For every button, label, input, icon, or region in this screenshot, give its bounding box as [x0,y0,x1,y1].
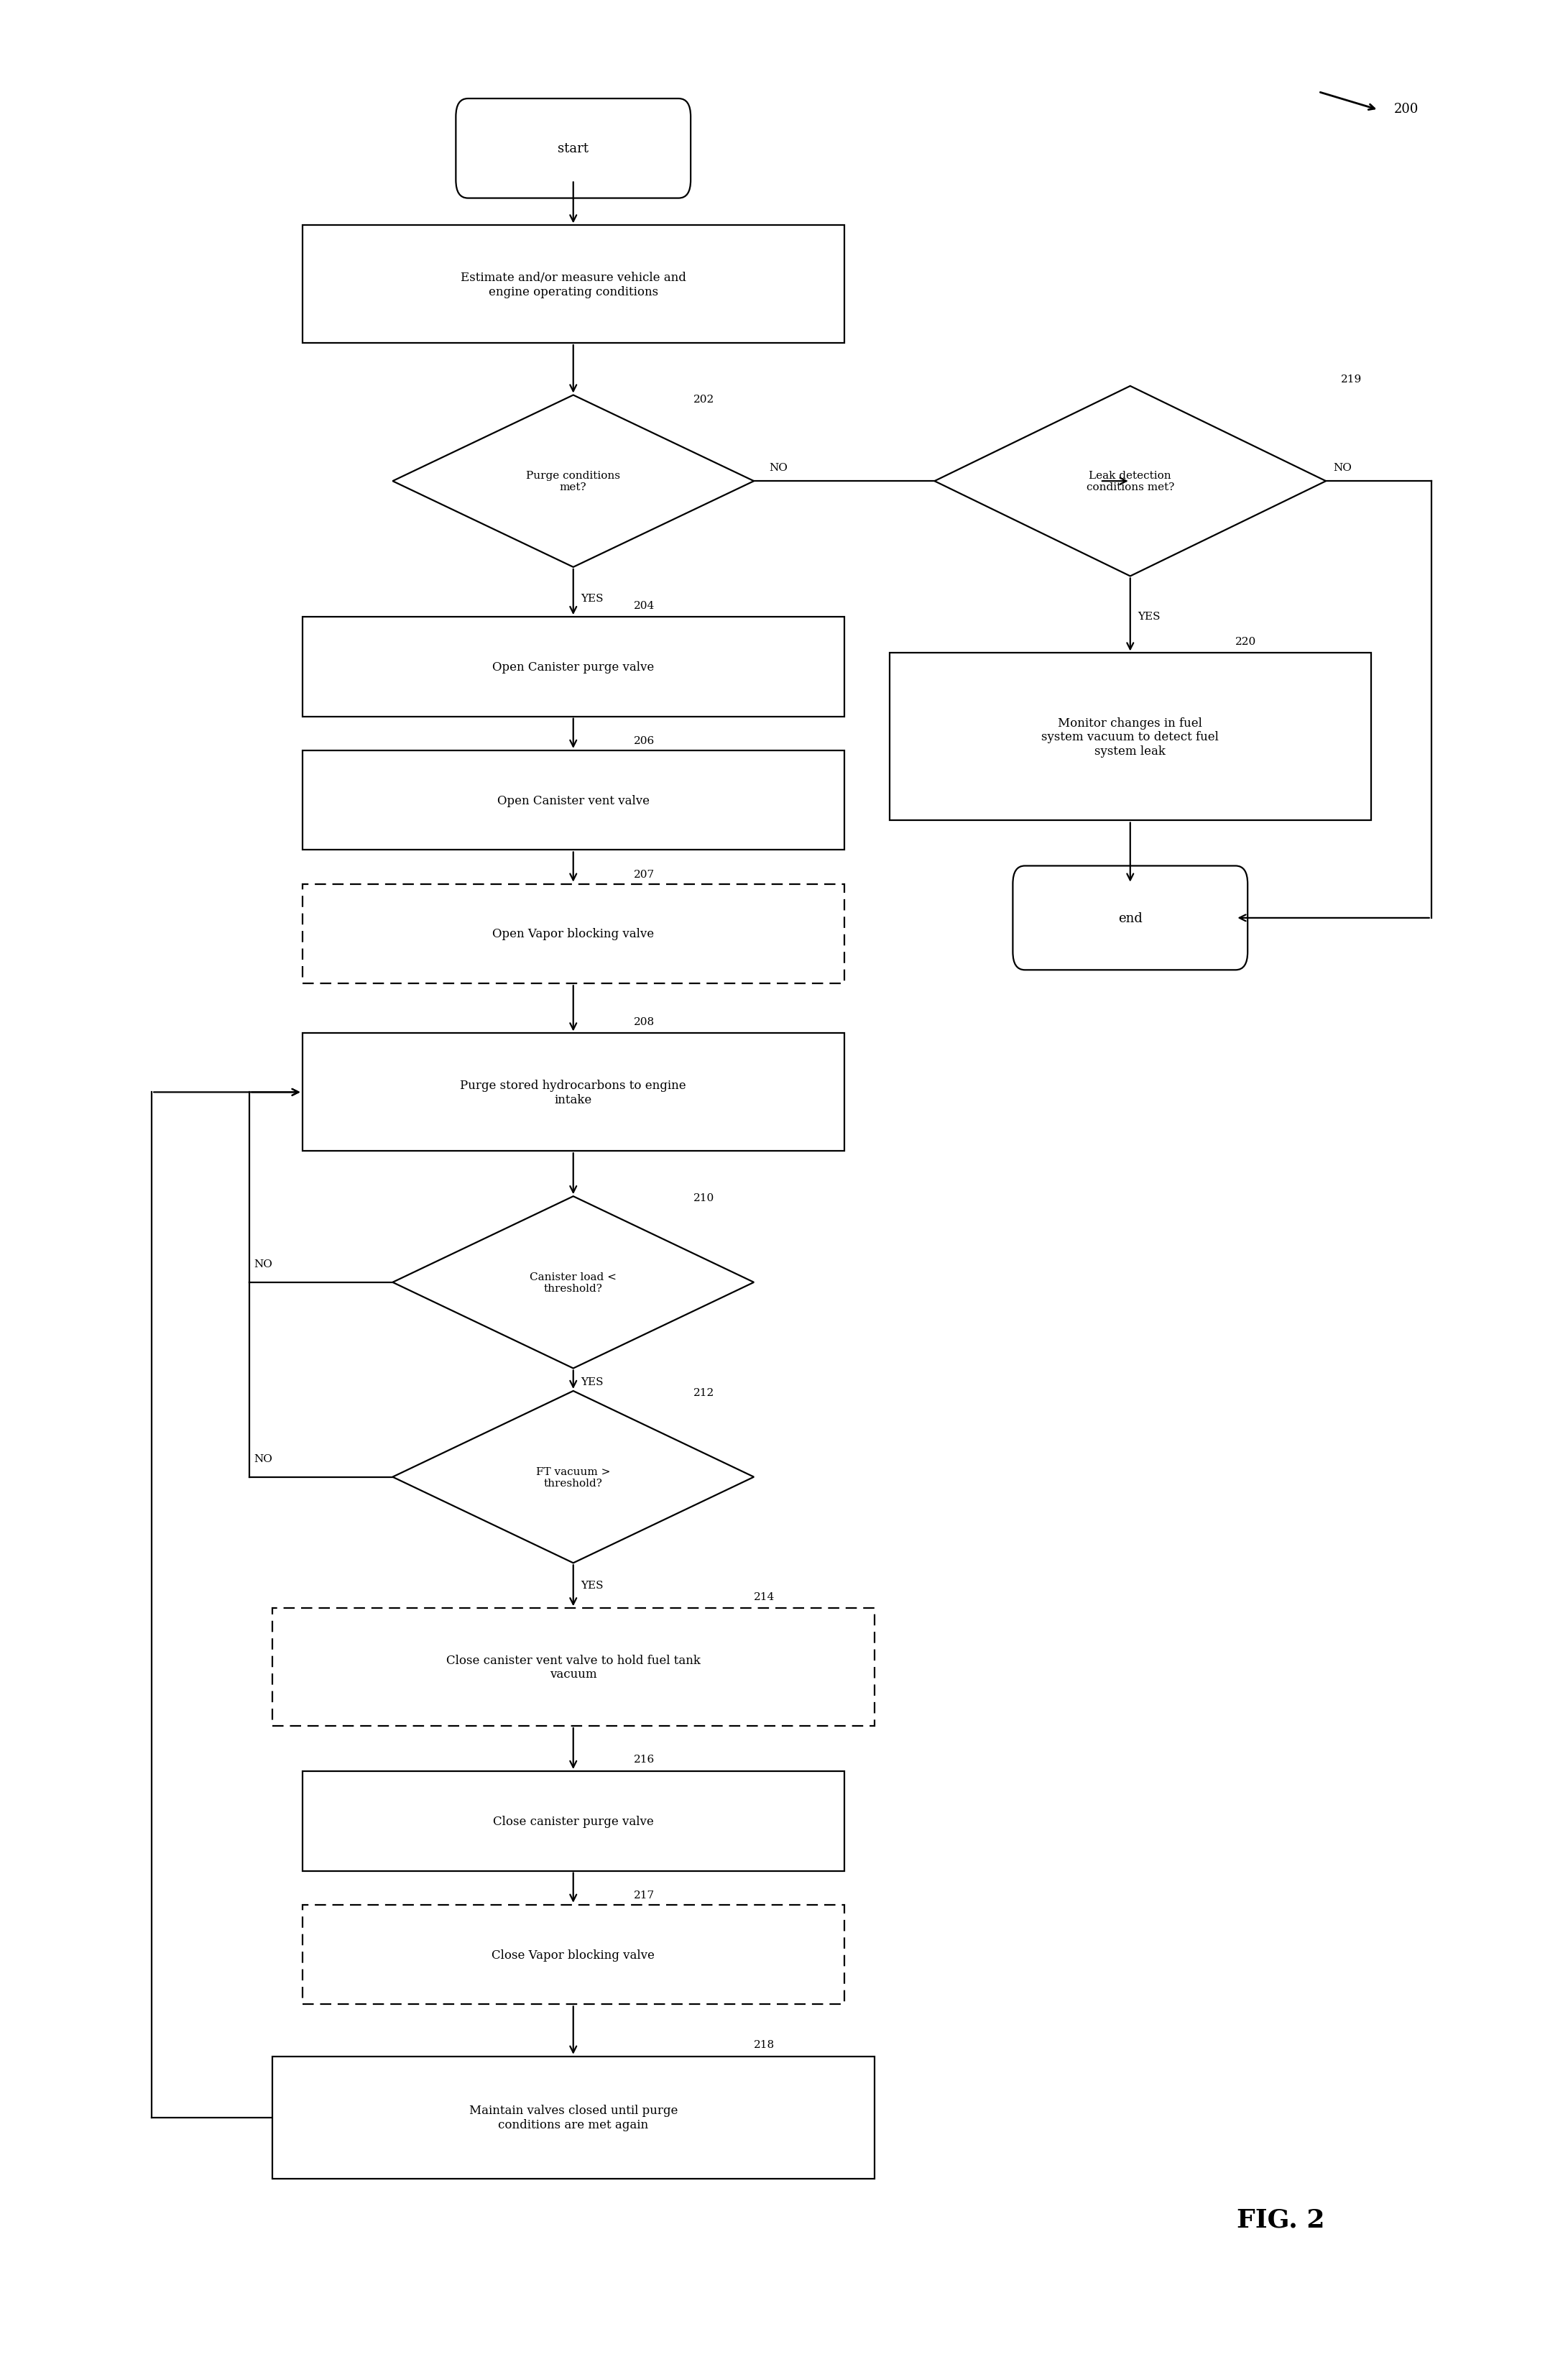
Bar [303,752,844,851]
Text: NO: NO [1333,462,1352,471]
Text: NO: NO [254,1259,273,1268]
Bar [273,2055,875,2178]
Text: YES: YES [1138,613,1160,622]
Text: 210: 210 [693,1193,715,1204]
Text: 204: 204 [633,601,654,610]
FancyBboxPatch shape [1013,867,1248,971]
Text: Purge stored hydrocarbons to engine
intake: Purge stored hydrocarbons to engine inta… [461,1080,687,1105]
Text: Canister load <
threshold?: Canister load < threshold? [530,1273,616,1294]
Text: 207: 207 [633,870,654,879]
Polygon shape [392,1197,754,1369]
Text: Close Vapor blocking valve: Close Vapor blocking valve [492,1949,655,1961]
Text: Open Vapor blocking valve: Open Vapor blocking valve [492,929,654,940]
Text: 219: 219 [1341,375,1363,384]
Text: NO: NO [254,1454,273,1464]
Text: Close canister vent valve to hold fuel tank
vacuum: Close canister vent valve to hold fuel t… [447,1655,701,1681]
Text: 220: 220 [1236,636,1256,646]
Text: Monitor changes in fuel
system vacuum to detect fuel
system leak: Monitor changes in fuel system vacuum to… [1041,717,1218,757]
Polygon shape [935,387,1327,577]
Bar [303,1772,844,1871]
Text: 212: 212 [693,1388,715,1398]
Text: Maintain valves closed until purge
conditions are met again: Maintain valves closed until purge condi… [469,2105,677,2131]
Polygon shape [392,1391,754,1563]
Text: 214: 214 [754,1591,775,1600]
Text: Open Canister purge valve: Open Canister purge valve [492,660,654,674]
Bar [303,884,844,983]
Text: FIG. 2: FIG. 2 [1237,2206,1325,2232]
Text: Leak detection
conditions met?: Leak detection conditions met? [1087,471,1174,493]
Text: NO: NO [768,462,787,471]
Text: 217: 217 [633,1890,654,1900]
Text: YES: YES [580,1376,604,1386]
Text: YES: YES [580,594,604,603]
Bar [303,226,844,344]
Bar [303,1904,844,2003]
Text: Estimate and/or measure vehicle and
engine operating conditions: Estimate and/or measure vehicle and engi… [461,271,687,297]
Text: start: start [558,141,588,156]
Bar [889,653,1370,820]
Text: end: end [1118,912,1143,924]
Text: 206: 206 [633,735,654,747]
Text: 202: 202 [693,394,715,405]
Text: 218: 218 [754,2039,775,2051]
Bar [303,1035,844,1150]
Bar [273,1607,875,1725]
Text: YES: YES [580,1579,604,1591]
Text: 200: 200 [1394,104,1419,115]
FancyBboxPatch shape [456,99,690,198]
Text: 216: 216 [633,1754,654,1765]
Text: Open Canister vent valve: Open Canister vent valve [497,794,649,806]
Polygon shape [392,396,754,568]
Text: Close canister purge valve: Close canister purge valve [492,1815,654,1827]
Text: Purge conditions
met?: Purge conditions met? [527,471,621,493]
Bar [303,618,844,717]
Text: FT vacuum >
threshold?: FT vacuum > threshold? [536,1466,610,1487]
Text: 208: 208 [633,1016,654,1028]
